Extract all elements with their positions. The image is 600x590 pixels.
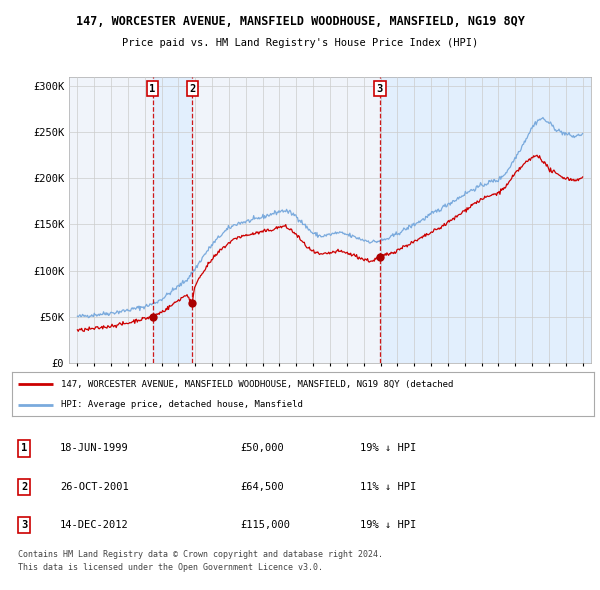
Text: HPI: Average price, detached house, Mansfield: HPI: Average price, detached house, Mans… <box>61 401 304 409</box>
Bar <box>380 77 591 363</box>
Text: 2: 2 <box>21 482 27 491</box>
Text: Contains HM Land Registry data © Crown copyright and database right 2024.: Contains HM Land Registry data © Crown c… <box>18 550 383 559</box>
Text: £64,500: £64,500 <box>240 482 284 491</box>
Text: £50,000: £50,000 <box>240 444 284 453</box>
Text: 1: 1 <box>21 444 27 453</box>
Text: 26-OCT-2001: 26-OCT-2001 <box>60 482 129 491</box>
Bar <box>152 77 192 363</box>
Text: 3: 3 <box>377 84 383 94</box>
Text: 19% ↓ HPI: 19% ↓ HPI <box>360 520 416 530</box>
Text: 1: 1 <box>149 84 155 94</box>
Text: Price paid vs. HM Land Registry's House Price Index (HPI): Price paid vs. HM Land Registry's House … <box>122 38 478 48</box>
Text: 14-DEC-2012: 14-DEC-2012 <box>60 520 129 530</box>
Text: £115,000: £115,000 <box>240 520 290 530</box>
Text: 2: 2 <box>189 84 196 94</box>
Text: 18-JUN-1999: 18-JUN-1999 <box>60 444 129 453</box>
Text: 147, WORCESTER AVENUE, MANSFIELD WOODHOUSE, MANSFIELD, NG19 8QY (detached: 147, WORCESTER AVENUE, MANSFIELD WOODHOU… <box>61 379 454 389</box>
Text: 19% ↓ HPI: 19% ↓ HPI <box>360 444 416 453</box>
Text: 147, WORCESTER AVENUE, MANSFIELD WOODHOUSE, MANSFIELD, NG19 8QY: 147, WORCESTER AVENUE, MANSFIELD WOODHOU… <box>76 15 524 28</box>
Text: 11% ↓ HPI: 11% ↓ HPI <box>360 482 416 491</box>
Text: This data is licensed under the Open Government Licence v3.0.: This data is licensed under the Open Gov… <box>18 563 323 572</box>
Text: 3: 3 <box>21 520 27 530</box>
